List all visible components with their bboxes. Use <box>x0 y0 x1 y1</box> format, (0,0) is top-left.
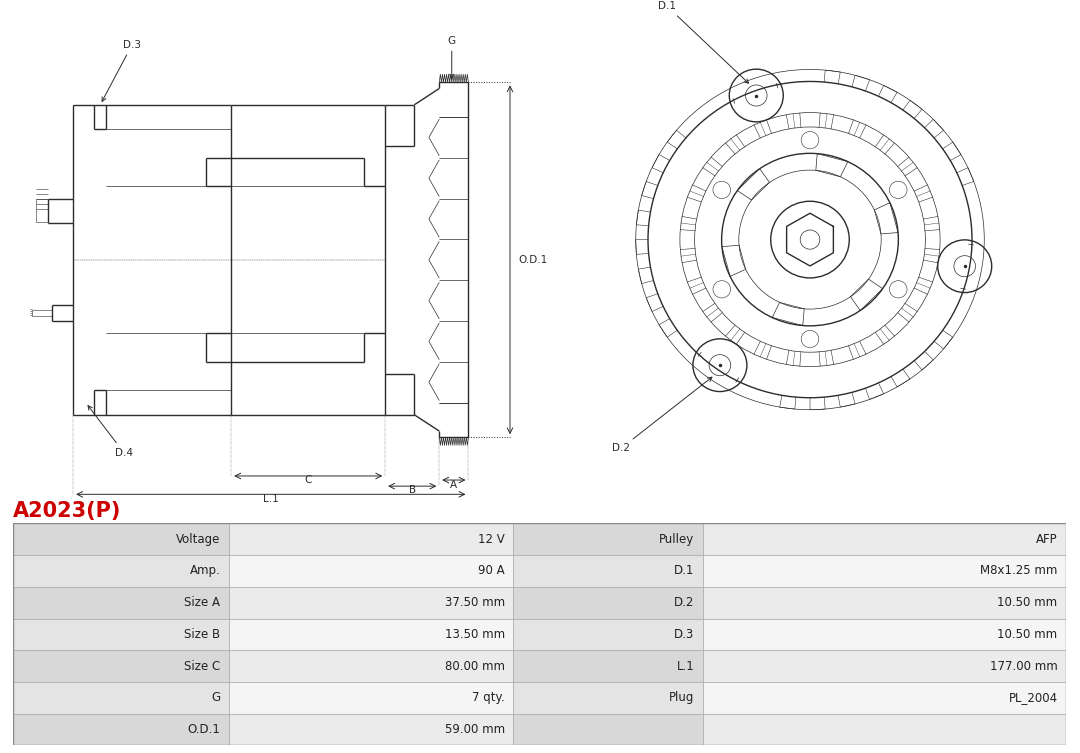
Text: A: A <box>450 480 458 490</box>
Text: 10.50 mm: 10.50 mm <box>998 628 1057 641</box>
Bar <box>229 523 513 555</box>
Bar <box>513 618 703 651</box>
Bar <box>703 651 1066 682</box>
Bar <box>13 682 229 714</box>
Bar <box>513 523 703 555</box>
Text: Voltage: Voltage <box>176 532 220 546</box>
Bar <box>513 651 703 682</box>
Text: D.3: D.3 <box>102 40 141 102</box>
Bar <box>703 587 1066 618</box>
Text: 37.50 mm: 37.50 mm <box>445 596 504 609</box>
Bar <box>13 523 229 555</box>
Bar <box>703 618 1066 651</box>
Bar <box>229 587 513 618</box>
Text: G: G <box>448 35 456 78</box>
Text: D.4: D.4 <box>89 406 133 458</box>
Text: 177.00 mm: 177.00 mm <box>989 660 1057 672</box>
Text: Pulley: Pulley <box>659 532 694 546</box>
Bar <box>513 714 703 745</box>
Text: L.1: L.1 <box>676 660 694 672</box>
Text: 12 V: 12 V <box>478 532 504 546</box>
Bar <box>13 587 229 618</box>
Text: 59.00 mm: 59.00 mm <box>445 723 504 736</box>
Text: L.1: L.1 <box>262 495 279 505</box>
Text: 90 A: 90 A <box>478 565 504 578</box>
Bar <box>229 714 513 745</box>
Text: 13.50 mm: 13.50 mm <box>445 628 504 641</box>
Text: G: G <box>212 691 220 704</box>
Text: B: B <box>408 486 416 495</box>
Text: D.2: D.2 <box>674 596 694 609</box>
Bar <box>229 651 513 682</box>
Bar <box>229 618 513 651</box>
Text: D.2: D.2 <box>612 377 712 453</box>
Text: Plug: Plug <box>669 691 694 704</box>
Bar <box>13 555 229 587</box>
Bar <box>13 714 229 745</box>
Text: AFP: AFP <box>1036 532 1057 546</box>
Text: C: C <box>305 475 312 485</box>
Text: 80.00 mm: 80.00 mm <box>445 660 504 672</box>
Text: Size C: Size C <box>185 660 220 672</box>
Text: O.D.1: O.D.1 <box>518 255 548 265</box>
Bar <box>513 682 703 714</box>
Text: Size A: Size A <box>185 596 220 609</box>
Text: O.D.1: O.D.1 <box>188 723 220 736</box>
Text: D.1: D.1 <box>674 565 694 578</box>
Text: D.3: D.3 <box>674 628 694 641</box>
Bar <box>229 555 513 587</box>
Text: Amp.: Amp. <box>190 565 220 578</box>
Text: 7 qty.: 7 qty. <box>472 691 504 704</box>
Bar <box>703 714 1066 745</box>
Bar <box>229 682 513 714</box>
Text: A2023(P): A2023(P) <box>13 501 121 521</box>
Bar <box>703 523 1066 555</box>
Text: D.1: D.1 <box>658 2 748 84</box>
Text: 10.50 mm: 10.50 mm <box>998 596 1057 609</box>
Bar <box>703 682 1066 714</box>
Text: PL_2004: PL_2004 <box>1009 691 1057 704</box>
Bar <box>703 555 1066 587</box>
Text: M8x1.25 mm: M8x1.25 mm <box>981 565 1057 578</box>
Bar <box>513 555 703 587</box>
Text: Size B: Size B <box>185 628 220 641</box>
Bar <box>513 587 703 618</box>
Bar <box>13 618 229 651</box>
Bar <box>13 651 229 682</box>
